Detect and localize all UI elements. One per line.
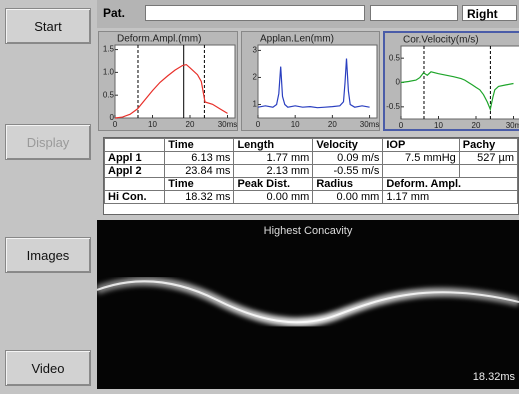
images-button[interactable]: Images: [5, 237, 91, 273]
image-time: 18.32ms: [473, 371, 516, 383]
start-button[interactable]: Start: [5, 8, 91, 44]
cell: 1.17 mm: [383, 191, 518, 204]
header: Radius: [313, 178, 383, 191]
row-label: Hi Con.: [105, 191, 165, 204]
cell: 0.00 mm: [234, 191, 313, 204]
header: Peak Dist.: [234, 178, 313, 191]
x-tick-label: 0: [256, 120, 261, 129]
cell: 6.13 ms: [165, 152, 234, 165]
row-label: Appl 2: [105, 165, 165, 178]
y-tick-label: -0.5: [386, 102, 400, 111]
cell: [105, 139, 165, 152]
chart-panel[interactable]: Applan.Len(mm) 1 2 3 0 10 20 30ms: [241, 31, 380, 131]
y-tick-label: 0.5: [103, 90, 115, 99]
cornea-band: [97, 281, 519, 322]
chart-title: Applan.Len(mm): [260, 34, 334, 45]
cell: 0.09 m/s: [313, 152, 383, 165]
chart: Applan.Len(mm) 1 2 3 0 10 20 30ms: [242, 32, 381, 132]
header: IOP: [383, 139, 459, 152]
x-tick-label: 10: [434, 121, 443, 130]
y-tick-label: 1: [253, 100, 258, 109]
y-tick-label: 3: [253, 46, 258, 55]
chart-title: Deform.Ampl.(mm): [117, 34, 201, 45]
patient-label: Pat.: [103, 6, 125, 20]
x-tick-label: 10: [291, 120, 300, 129]
y-tick-label: 0.5: [389, 53, 401, 62]
cell: 527 µm: [459, 152, 517, 165]
x-tick-label: 0: [113, 120, 118, 129]
y-tick-label: 0: [396, 78, 401, 87]
header: Time: [165, 178, 234, 191]
y-tick-label: 1.5: [103, 45, 115, 54]
y-tick-label: 1.0: [103, 67, 115, 76]
header: Pachy: [459, 139, 517, 152]
header: Time: [165, 139, 234, 152]
cell: [383, 165, 459, 178]
eye-field: Right: [462, 5, 517, 21]
cornea-edge: [97, 281, 519, 322]
plot-area: [258, 45, 377, 118]
x-tick-label: 20: [328, 120, 337, 129]
chart-panel[interactable]: Cor.Velocity(m/s) -0.5 0 0.5 0 10 20 30m: [383, 31, 519, 131]
x-tick-label: 30ms: [360, 120, 380, 129]
header: Deform. Ampl.: [383, 178, 518, 191]
cell: -0.55 m/s: [313, 165, 383, 178]
display-button: Display: [5, 124, 91, 160]
cell: 23.84 ms: [165, 165, 234, 178]
video-button[interactable]: Video: [5, 350, 91, 386]
cell: 2.13 mm: [234, 165, 313, 178]
cell: 0.00 mm: [313, 191, 383, 204]
id-field[interactable]: [370, 5, 458, 21]
screen: {"sidebar": {"buttons": ["Start", "Displ…: [0, 0, 519, 389]
cell: [105, 178, 165, 191]
header: Velocity: [313, 139, 383, 152]
cell: 18.32 ms: [165, 191, 234, 204]
chart: Cor.Velocity(m/s) -0.5 0 0.5 0 10 20 30m: [385, 33, 519, 133]
x-tick-label: 30ms: [218, 120, 238, 129]
y-tick-label: 2: [253, 73, 258, 82]
top-bar: Pat. Right: [97, 0, 519, 28]
x-tick-label: 30m: [506, 121, 519, 130]
chart-title: Cor.Velocity(m/s): [403, 35, 479, 46]
x-tick-label: 0: [399, 121, 404, 130]
cell: [459, 165, 517, 178]
x-tick-label: 20: [472, 121, 481, 130]
patient-field[interactable]: [145, 5, 365, 21]
cell: 1.77 mm: [234, 152, 313, 165]
x-tick-label: 20: [186, 120, 195, 129]
x-tick-label: 10: [148, 120, 157, 129]
header: Length: [234, 139, 313, 152]
image-panel: Highest Concavity 18.32ms: [97, 220, 519, 389]
plot-area: [401, 46, 519, 119]
scheimpflug-image: Highest Concavity 18.32ms: [97, 220, 519, 389]
image-title: Highest Concavity: [264, 225, 353, 237]
cell: 7.5 mmHg: [383, 152, 459, 165]
row-label: Appl 1: [105, 152, 165, 165]
